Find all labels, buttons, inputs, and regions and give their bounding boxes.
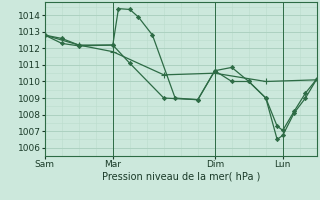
X-axis label: Pression niveau de la mer( hPa ): Pression niveau de la mer( hPa ) [102, 172, 260, 182]
